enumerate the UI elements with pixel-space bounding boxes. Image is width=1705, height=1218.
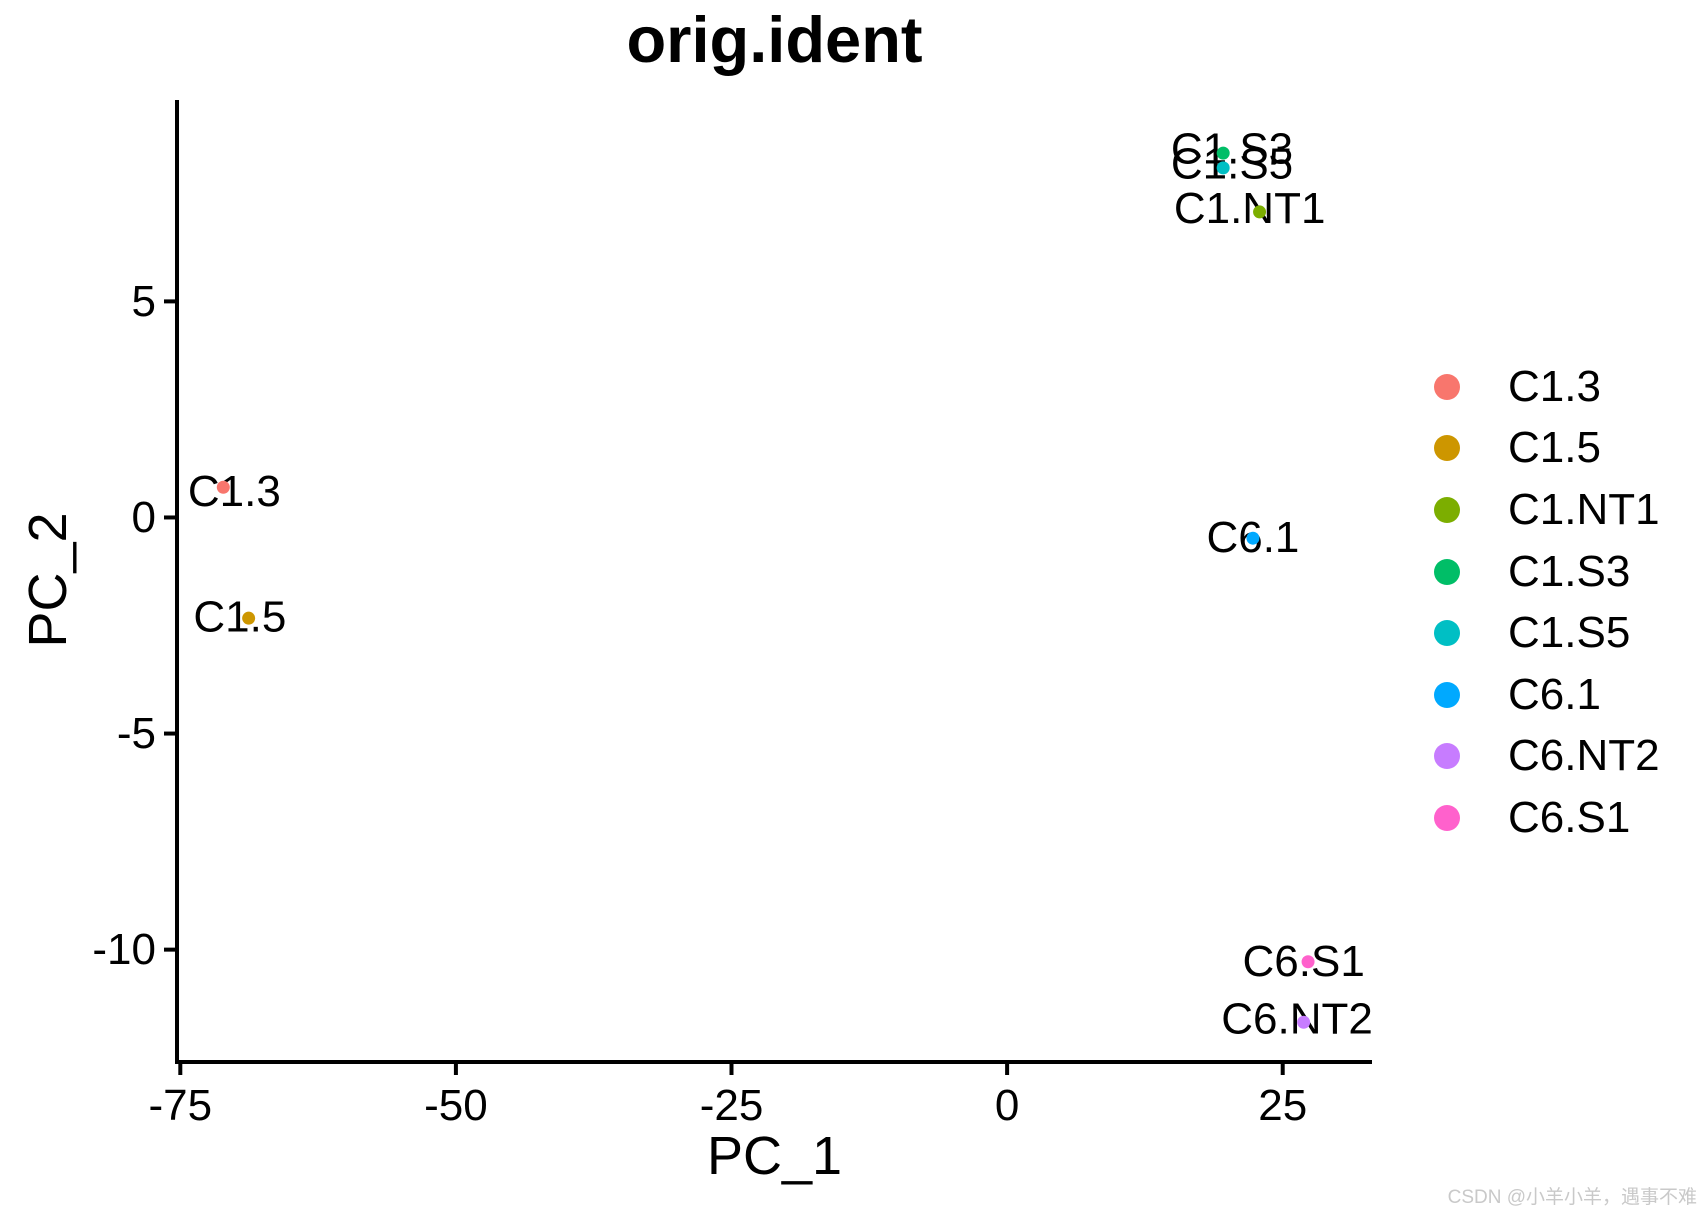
point-label: C1.S5 — [1171, 139, 1293, 188]
data-point — [1301, 955, 1315, 969]
point-label: C1.S3 — [1171, 124, 1293, 173]
data-point — [1246, 531, 1260, 545]
y-tick-label: -10 — [92, 925, 156, 974]
legend-swatch-icon — [1434, 558, 1460, 585]
y-axis-title: PC_2 — [18, 512, 78, 648]
legend-swatch-icon — [1434, 620, 1460, 647]
y-tick-label: -5 — [117, 709, 156, 758]
legend-label: C1.NT1 — [1508, 484, 1660, 534]
legend-swatch-icon — [1434, 373, 1460, 400]
data-point — [1297, 1015, 1311, 1029]
legend-item: C1.5 — [1434, 418, 1660, 480]
point-label: C6.NT2 — [1221, 994, 1373, 1043]
y-tick-label: 0 — [132, 493, 156, 542]
x-tick-label: -50 — [424, 1081, 488, 1130]
legend-label: C6.NT2 — [1508, 731, 1660, 781]
legend-swatch-icon — [1434, 435, 1460, 462]
legend-swatch-icon — [1434, 681, 1460, 708]
legend-label: C1.S5 — [1508, 608, 1631, 658]
legend-item: C1.3 — [1434, 356, 1660, 418]
data-point — [1253, 205, 1267, 219]
legend-label: C1.S3 — [1508, 546, 1631, 596]
legend-label: C1.5 — [1508, 423, 1601, 473]
legend-swatch-icon — [1434, 743, 1460, 770]
data-point — [1216, 161, 1230, 175]
legend-item: C1.S5 — [1434, 602, 1660, 664]
legend-item: C1.S3 — [1434, 541, 1660, 603]
point-label: C1.3 — [188, 467, 281, 516]
data-point — [242, 611, 256, 625]
x-tick-label: -25 — [700, 1081, 764, 1130]
legend-item: C6.S1 — [1434, 787, 1660, 849]
x-tick-label: -75 — [149, 1081, 213, 1130]
x-tick-label: 25 — [1258, 1081, 1307, 1130]
legend-label: C6.S1 — [1508, 792, 1631, 842]
legend: C1.3 C1.5 C1.NT1 C1.S3 C1.S5 C6.1 C6.NT2 C6.S1 — [1434, 356, 1660, 849]
x-axis-title: PC_1 — [706, 1126, 843, 1186]
data-point — [216, 480, 230, 494]
legend-label: C1.3 — [1508, 361, 1601, 411]
data-point — [1216, 146, 1230, 160]
y-tick-label: 5 — [132, 277, 156, 326]
watermark-text: CSDN @小羊小羊，遇事不难 — [1447, 1187, 1697, 1208]
legend-item: C6.1 — [1434, 664, 1660, 726]
legend-swatch-icon — [1434, 496, 1460, 523]
plot-title: orig.ident — [626, 3, 923, 76]
legend-label: C6.1 — [1508, 669, 1601, 719]
x-tick-label: 0 — [995, 1081, 1019, 1130]
point-label: C1.NT1 — [1174, 184, 1326, 233]
legend-item: C6.NT2 — [1434, 726, 1660, 788]
legend-item: C1.NT1 — [1434, 479, 1660, 541]
point-label: C1.5 — [193, 592, 286, 641]
legend-swatch-icon — [1434, 804, 1460, 831]
